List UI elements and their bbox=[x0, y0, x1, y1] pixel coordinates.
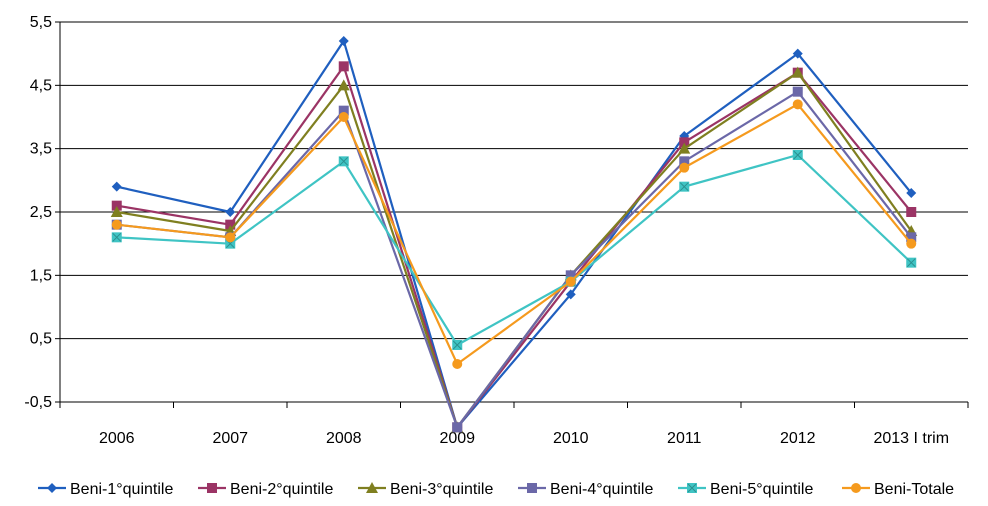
x-tick-label: 2011 bbox=[667, 430, 702, 447]
data-point-circle bbox=[679, 162, 690, 173]
legend-item-4: Beni-4°quintile bbox=[518, 481, 653, 498]
y-tick-label: 1,5 bbox=[30, 267, 52, 284]
data-point-diamond bbox=[225, 207, 236, 217]
x-tick-label: 2006 bbox=[99, 430, 135, 447]
data-point-square bbox=[679, 137, 690, 148]
legend-item-1: Beni-1°quintile bbox=[38, 481, 173, 498]
data-point-diamond bbox=[906, 188, 917, 198]
data-point-diamond bbox=[565, 289, 576, 300]
legend-item-3: Beni-3°quintile bbox=[358, 481, 493, 498]
data-point-circle bbox=[225, 232, 236, 243]
data-point-triangle bbox=[678, 142, 691, 154]
data-point-x-square bbox=[792, 150, 803, 160]
data-point-x-square bbox=[338, 156, 349, 167]
marker-cross bbox=[452, 340, 462, 350]
series-line bbox=[116, 63, 913, 430]
series-3 bbox=[110, 66, 918, 433]
data-point-x-square bbox=[679, 181, 690, 192]
data-point-circle bbox=[338, 112, 349, 122]
legend-item-6: Beni-Totale bbox=[842, 481, 954, 498]
data-point-square bbox=[225, 219, 236, 230]
x-tick-label: 2008 bbox=[326, 430, 362, 447]
data-point-x-square bbox=[452, 340, 463, 350]
data-point-square bbox=[906, 232, 917, 243]
data-point-circle bbox=[906, 238, 917, 249]
data-point-triangle bbox=[791, 66, 804, 78]
data-point-square bbox=[679, 156, 690, 167]
series-line bbox=[116, 71, 913, 430]
data-point-x-square bbox=[111, 232, 122, 243]
y-axis-tick-labels: -0,5 0,5 1,5 2,5 3,5 4,5 5,5 bbox=[24, 14, 52, 411]
data-point-square bbox=[338, 61, 349, 72]
data-point-circle bbox=[111, 219, 122, 230]
marker-cross bbox=[687, 483, 697, 493]
legend-label: Beni-3°quintile bbox=[390, 481, 493, 498]
series-group bbox=[110, 36, 918, 433]
data-point-square bbox=[527, 483, 537, 493]
series-6 bbox=[111, 99, 917, 369]
data-point-square bbox=[338, 105, 349, 116]
data-point-x-square bbox=[687, 483, 697, 493]
data-point-circle bbox=[452, 359, 463, 369]
legend-item-5: Beni-5°quintile bbox=[678, 481, 813, 498]
data-point-x-square bbox=[906, 257, 917, 268]
y-tick-label: -0,5 bbox=[24, 394, 52, 411]
legend-label: Beni-1°quintile bbox=[70, 481, 173, 498]
data-point-circle bbox=[851, 483, 861, 493]
legend: Beni-1°quintile Beni-2°quintile Beni-3°qui… bbox=[38, 481, 954, 498]
x-tick-label: 2007 bbox=[212, 430, 248, 447]
series-line bbox=[116, 102, 913, 366]
marker-cross bbox=[679, 182, 689, 192]
x-tick-label: 2013 I trim bbox=[873, 430, 949, 447]
data-point-square bbox=[207, 483, 217, 493]
marker-cross bbox=[793, 150, 803, 160]
x-axis-tick-labels: 2006 2007 2008 2009 2010 2011 2012 2013 I trim bbox=[99, 430, 949, 447]
data-point-diamond bbox=[792, 48, 803, 59]
y-tick-label: 0,5 bbox=[30, 331, 52, 348]
series-4 bbox=[111, 86, 917, 433]
data-point-circle bbox=[792, 99, 803, 110]
y-tick-label: 5,5 bbox=[30, 14, 52, 31]
legend-label: Beni-2°quintile bbox=[230, 481, 333, 498]
y-tick-label: 2,5 bbox=[30, 204, 52, 221]
data-point-triangle bbox=[366, 482, 378, 493]
data-point-square bbox=[565, 270, 576, 281]
axes bbox=[55, 21, 969, 408]
series-line bbox=[116, 153, 913, 347]
marker-cross bbox=[112, 232, 122, 242]
x-tick-label: 2012 bbox=[780, 430, 816, 447]
data-point-square bbox=[792, 86, 803, 97]
legend-label: Beni-5°quintile bbox=[710, 481, 813, 498]
data-point-triangle bbox=[337, 79, 350, 91]
legend-label: Beni-4°quintile bbox=[550, 481, 653, 498]
x-tick-label: 2009 bbox=[439, 430, 475, 447]
data-point-diamond bbox=[111, 181, 122, 192]
data-point-square bbox=[452, 422, 463, 433]
data-point-square bbox=[906, 207, 917, 217]
marker-cross bbox=[339, 156, 349, 166]
data-point-circle bbox=[565, 276, 576, 287]
y-tick-label: 3,5 bbox=[30, 141, 52, 158]
data-point-diamond bbox=[47, 483, 57, 493]
y-tick-label: 4,5 bbox=[30, 77, 52, 94]
series-5 bbox=[111, 150, 917, 350]
legend-item-2: Beni-2°quintile bbox=[198, 481, 333, 498]
data-point-square bbox=[111, 200, 122, 211]
grid-lines bbox=[60, 21, 968, 340]
data-point-triangle bbox=[110, 206, 123, 217]
series-line bbox=[116, 90, 913, 430]
legend-label: Beni-Totale bbox=[874, 481, 954, 498]
data-point-diamond bbox=[338, 36, 349, 46]
series-line bbox=[116, 38, 913, 430]
marker-cross bbox=[906, 258, 916, 268]
x-tick-label: 2010 bbox=[553, 430, 589, 447]
